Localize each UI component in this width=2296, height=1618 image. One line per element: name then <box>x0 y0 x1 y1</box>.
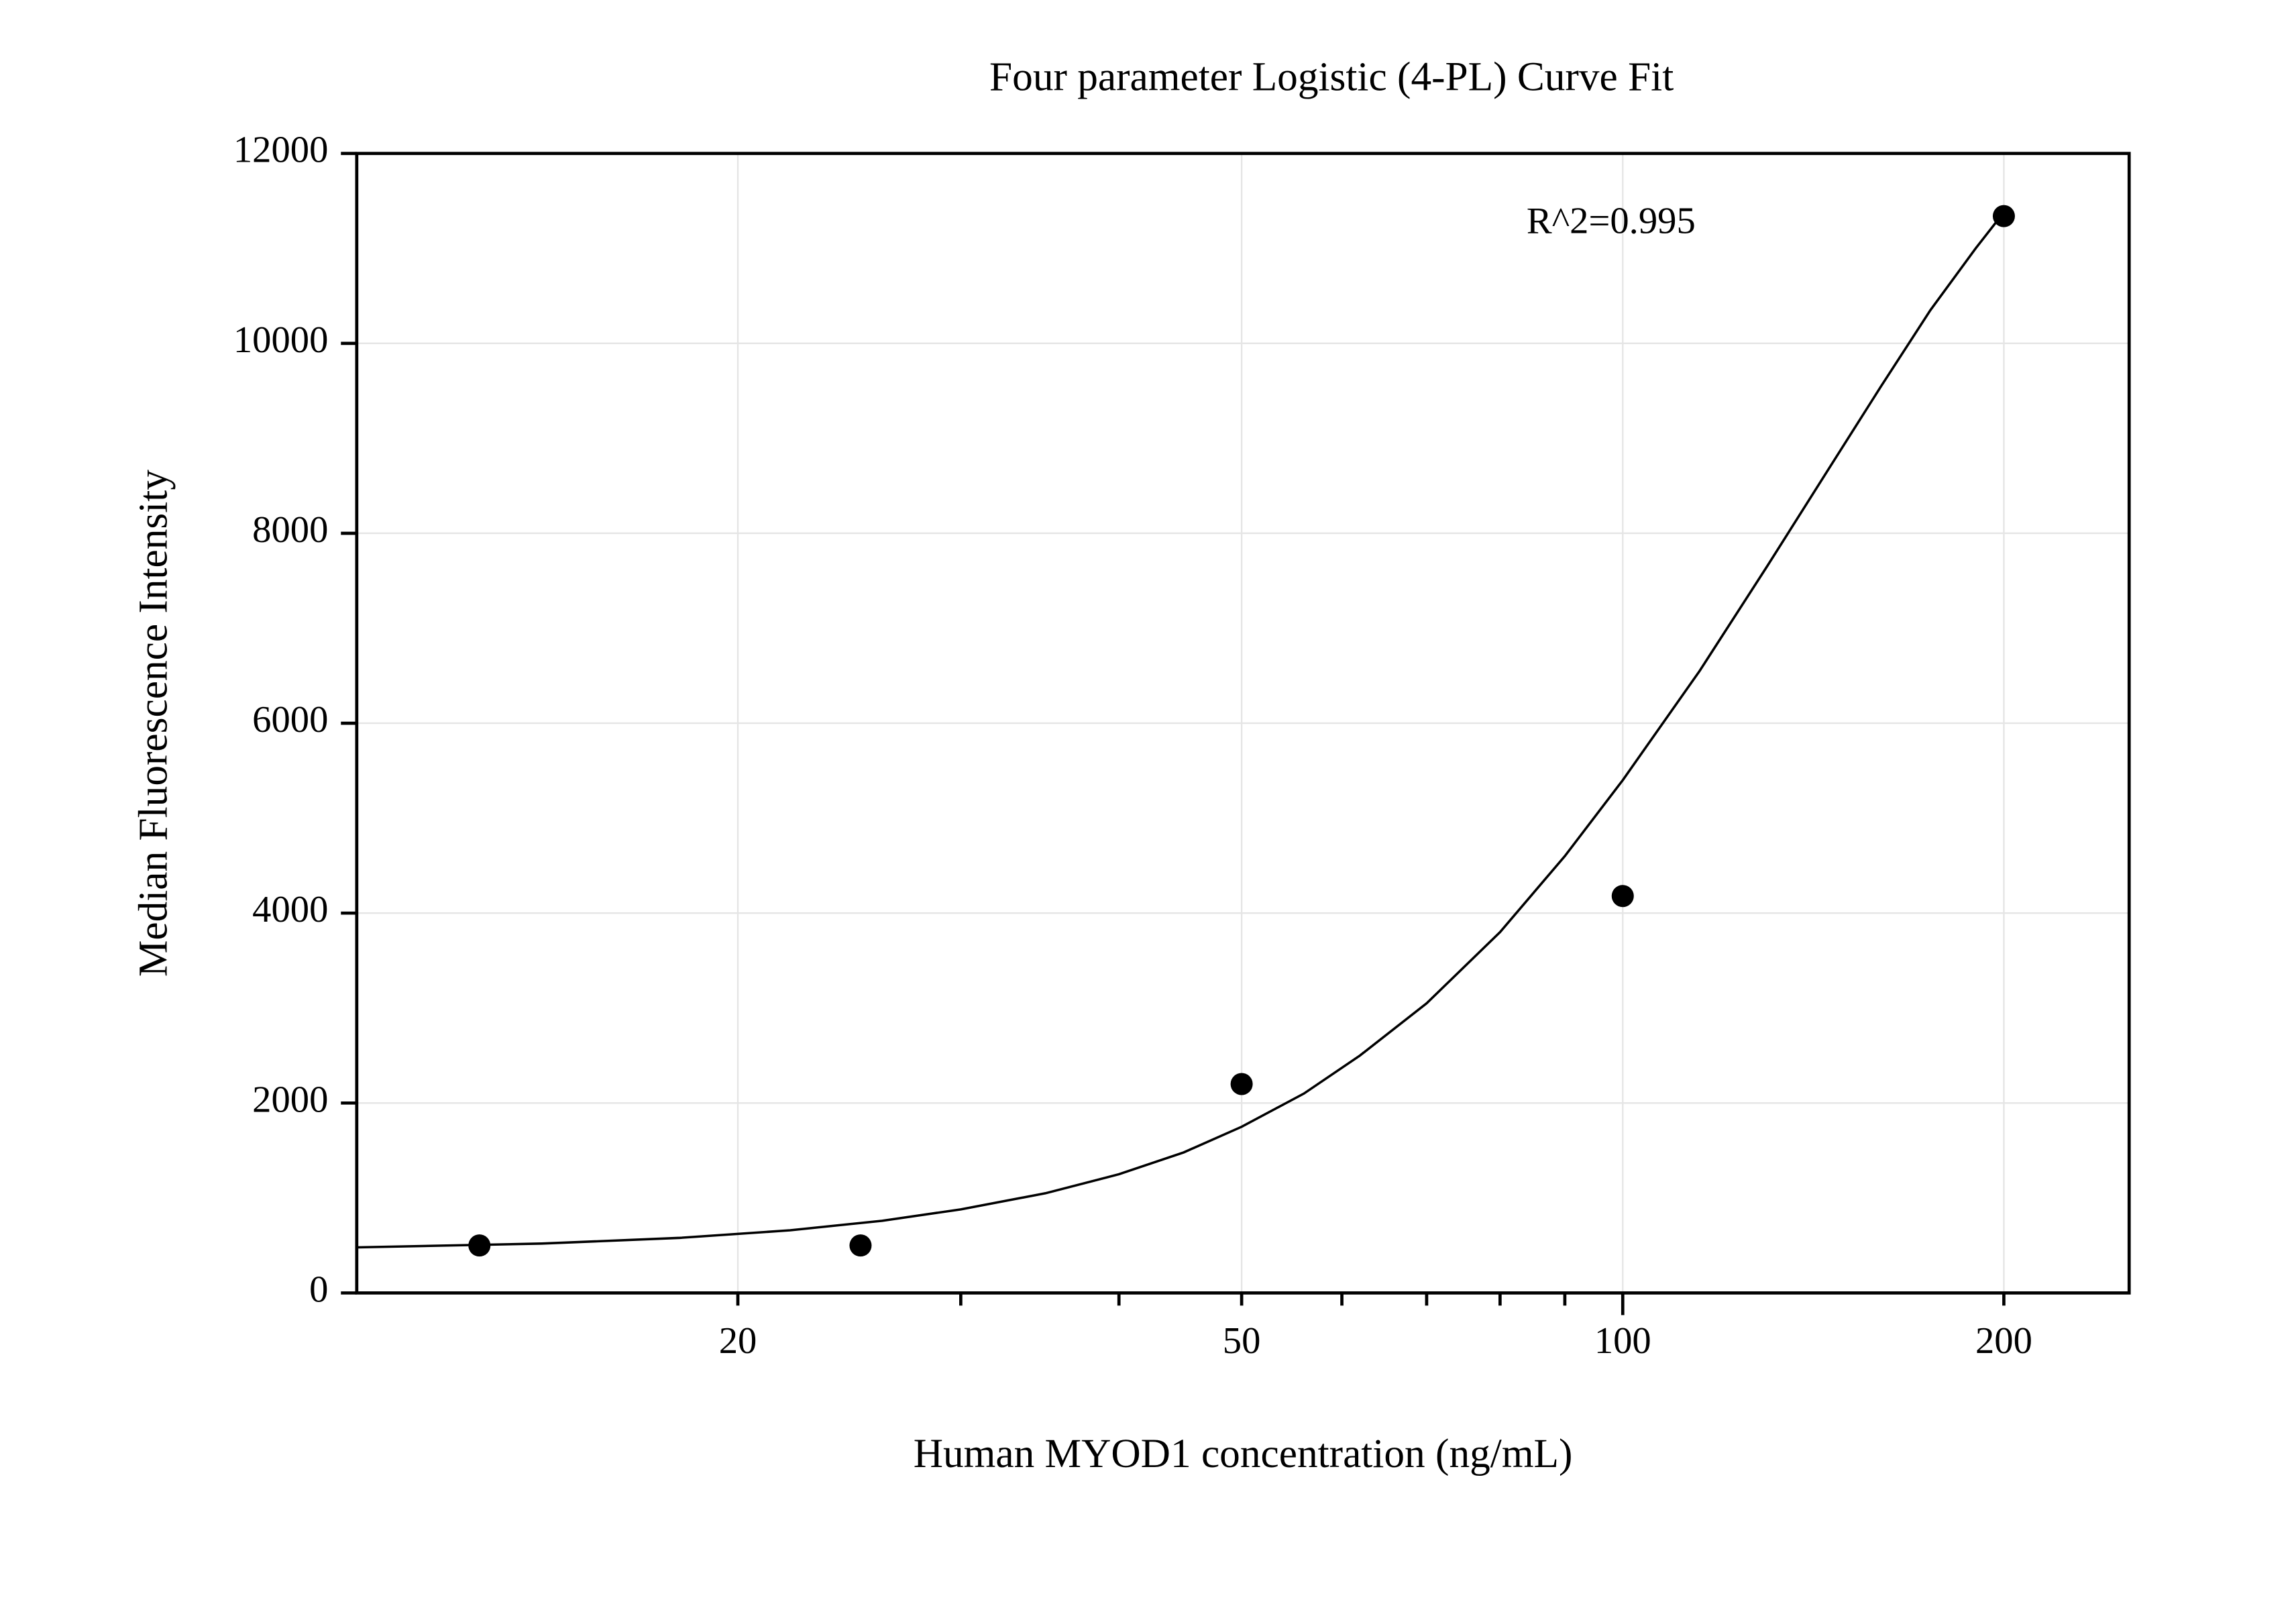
y-tick-label: 10000 <box>233 319 329 361</box>
r-squared-annotation: R^2=0.995 <box>1527 201 1696 242</box>
y-tick-label: 6000 <box>252 699 328 741</box>
y-tick-label: 8000 <box>252 509 328 551</box>
curve-fit-chart: 0 2000 4000 6000 8000 10000 12000 20 50 100 200 Fou… <box>40 27 2256 1578</box>
y-tick-label: 0 <box>309 1269 328 1310</box>
data-point <box>1231 1073 1253 1095</box>
y-tick-label: 12000 <box>233 129 329 171</box>
chart-container: 0 2000 4000 6000 8000 10000 12000 20 50 100 200 Fou… <box>0 0 2296 1618</box>
data-point <box>1993 205 2015 227</box>
y-axis-label: Median Fluorescence Intensity <box>131 470 176 977</box>
fitted-curve <box>357 213 2004 1248</box>
x-tick-label: 100 <box>1594 1320 1651 1362</box>
data-point <box>1612 885 1634 907</box>
x-tick-label: 50 <box>1223 1320 1261 1362</box>
y-tick-label: 4000 <box>252 889 328 930</box>
data-point <box>849 1234 871 1256</box>
x-tick-label: 20 <box>719 1320 757 1362</box>
x-tick-label: 200 <box>1975 1320 2032 1362</box>
x-axis-label: Human MYOD1 concentration (ng/mL) <box>914 1431 1573 1476</box>
chart-title: Four parameter Logistic (4-PL) Curve Fit <box>989 54 1674 99</box>
data-point <box>468 1234 490 1256</box>
y-tick-label: 2000 <box>252 1079 328 1120</box>
